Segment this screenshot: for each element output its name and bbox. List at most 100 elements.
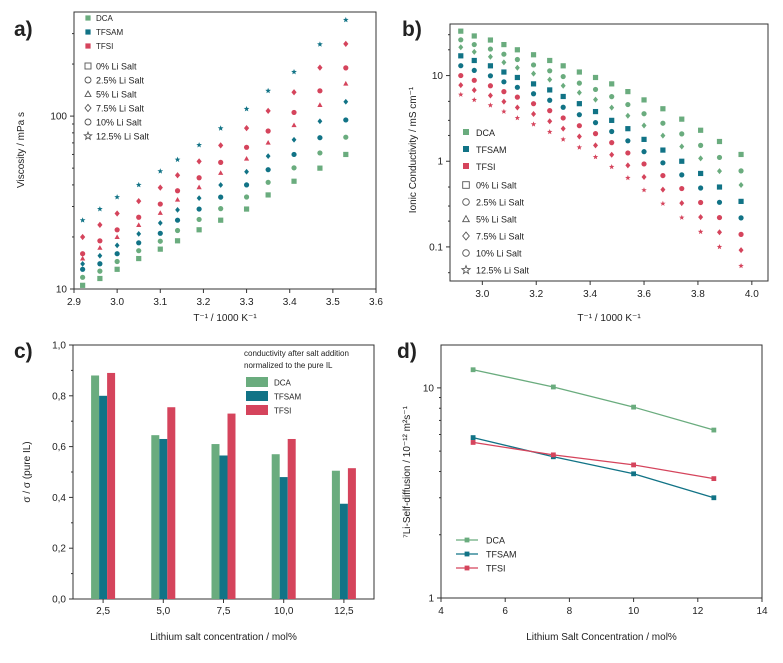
data-point-tfsam (174, 217, 181, 223)
data-point-12-5-li (317, 41, 323, 47)
data-point-tfsam (470, 435, 476, 440)
data-point-12-5-li (660, 200, 666, 206)
data-point-tfsam (157, 230, 163, 236)
x-tick-label: 12 (692, 606, 704, 617)
data-point-dca (291, 178, 297, 184)
legend-label: 10% Li Salt (476, 249, 522, 259)
y-tick-label: 0,0 (52, 595, 66, 606)
data-point-dca (738, 168, 744, 174)
data-point-tfsi (660, 172, 666, 179)
legend-marker (84, 103, 92, 113)
data-point-tfsam (609, 128, 615, 135)
data-point-dca (471, 41, 477, 48)
data-point-dca (576, 69, 582, 75)
data-point-tfsi (487, 83, 494, 89)
bar-tfsi (167, 407, 176, 599)
data-point-12-5-li (97, 206, 103, 212)
data-point-tfsam (471, 57, 477, 64)
x-axis-label: T⁻¹ / 1000 K⁻¹ (193, 313, 257, 324)
data-point-tfsi (136, 222, 142, 227)
data-point-dca (625, 112, 631, 119)
data-point-dca (711, 427, 717, 433)
chart-c: c) 0,0 0,2 0,4 0,6 0,8 1,0 2,5 5,0 7,5 10,0 12,5 Lit… (14, 340, 375, 643)
data-point-tfsi (711, 476, 717, 482)
data-point-tfsi (625, 162, 631, 169)
data-point-12-5-li (174, 156, 181, 163)
data-point-tfsam (560, 93, 566, 100)
x-tick-label: 10 (628, 606, 640, 617)
data-point-tfsi (514, 94, 520, 100)
data-point-dca (317, 165, 323, 171)
panel-label: c) (14, 340, 33, 363)
data-point-tfsi (80, 255, 86, 261)
x-tick-label: 3.0 (475, 289, 489, 300)
data-point-dca (698, 142, 704, 148)
bar-dca (271, 454, 280, 599)
legend-label: 7.5% Li Salt (476, 232, 525, 242)
data-point-tfsam (698, 185, 704, 191)
data-point-dca (174, 227, 181, 234)
data-point-tfsi (531, 110, 537, 117)
data-point-tfsam (487, 63, 494, 69)
data-point-tfsi (317, 88, 323, 94)
x-tick-label: 3.6 (637, 289, 651, 300)
data-point-dca (592, 86, 599, 93)
data-point-tfsi (97, 245, 103, 250)
legend-label: 0% Li Salt (96, 62, 137, 72)
data-point-dca (547, 68, 553, 74)
legend-label: TFSAM (476, 145, 507, 155)
data-point-dca (514, 47, 520, 53)
data-point-tfsi (174, 188, 181, 194)
data-point-dca (641, 111, 647, 117)
data-point-tfsam (576, 112, 582, 118)
data-point-dca (698, 155, 704, 162)
data-point-12-5-li (471, 97, 477, 103)
data-point-tfsi (291, 89, 297, 96)
data-point-dca (487, 37, 494, 43)
legend-marker (463, 163, 469, 169)
data-point-tfsi (547, 108, 553, 114)
data-point-dca (576, 80, 582, 86)
legend-marker (85, 43, 91, 49)
data-point-dca (291, 165, 297, 171)
data-point-12-5-li (576, 144, 583, 150)
legend-label: TFSAM (274, 393, 301, 402)
data-point-dca (738, 151, 744, 158)
x-tick-label: 12,5 (334, 606, 354, 617)
x-axis-label: T⁻¹ / 1000 K⁻¹ (577, 313, 641, 324)
data-point-tfsam (625, 126, 631, 132)
data-point-dca (560, 73, 566, 80)
y-tick-label: 10 (423, 383, 435, 394)
data-point-tfsi (576, 123, 582, 129)
data-point-tfsi (609, 140, 615, 146)
data-point-tfsam (343, 117, 349, 123)
bar-dca (91, 375, 100, 599)
data-point-tfsi (80, 233, 86, 241)
x-tick-label: 2.9 (67, 297, 81, 308)
data-point-tfsi (114, 210, 120, 217)
legend-label: 7.5% Li Salt (96, 104, 145, 114)
legend-label: DCA (486, 536, 505, 546)
y-axis-label: σ / σ (pure IL) (22, 441, 33, 502)
data-point-tfsi (716, 229, 722, 236)
legend-marker (464, 565, 470, 571)
data-point-dca (679, 131, 685, 137)
data-point-tfsi (487, 92, 493, 99)
chart-d: d) 4 6 8 10 12 14 1 10 Lithium Salt Concentration… (397, 340, 768, 643)
legend-marker (462, 249, 470, 257)
legend-marker (464, 551, 470, 557)
data-point-tfsam (592, 120, 599, 126)
data-point-dca (157, 246, 163, 252)
data-point-dca (514, 56, 520, 63)
data-point-tfsam (136, 230, 142, 237)
data-point-dca (487, 46, 494, 52)
data-point-tfsam (716, 184, 723, 190)
legend-marker (84, 62, 92, 70)
data-point-tfsam (458, 63, 464, 69)
bar-tfsi (287, 438, 296, 599)
data-point-dca (679, 116, 685, 122)
data-point-tfsi (243, 155, 250, 161)
data-point-tfsi (291, 109, 297, 116)
data-point-tfsi (265, 107, 271, 115)
data-point-tfsi (97, 221, 103, 229)
